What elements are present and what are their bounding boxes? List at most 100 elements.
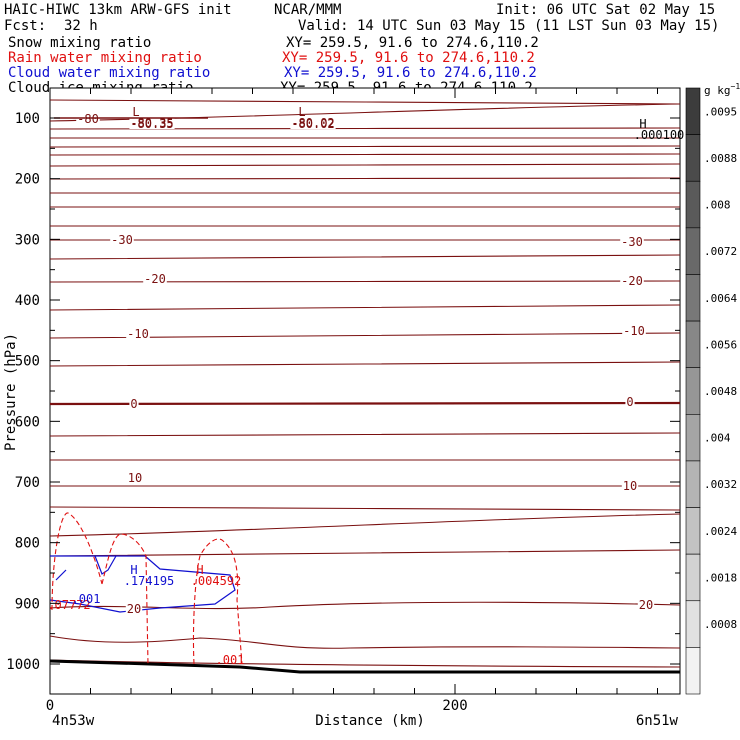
extremum-value: .07772 bbox=[47, 598, 90, 612]
colorbar-label: .0032 bbox=[704, 478, 737, 491]
colorbar-label: .0088 bbox=[704, 152, 737, 165]
extremum-value: .001 bbox=[216, 653, 245, 667]
y-tick-label: 900 bbox=[15, 596, 40, 612]
temperature-contour-label: -80.02 bbox=[291, 116, 334, 130]
contour-label-bg bbox=[125, 604, 143, 615]
extremum-value: .174195 bbox=[124, 574, 175, 588]
y-tick-label: 600 bbox=[15, 414, 40, 430]
colorbar-label: .0072 bbox=[704, 245, 737, 258]
extremum-marker: H bbox=[639, 117, 646, 131]
temperature-contour-label: 20 bbox=[127, 602, 141, 616]
isotherm-line bbox=[49, 506, 681, 511]
fcst-label: Fcst: bbox=[4, 18, 46, 34]
y-tick-label: 200 bbox=[15, 172, 40, 188]
colorbar-label: .0095 bbox=[704, 105, 737, 118]
isotherm-line bbox=[49, 361, 681, 367]
temperature-contour-label: 10 bbox=[128, 471, 142, 485]
temperature-contour-label: -30 bbox=[621, 235, 643, 249]
feature-layer: -80 -80.35 -80.02 -30 -30 -20 -20 -10 -10 0 0 10 10 2… bbox=[47, 105, 684, 667]
colorbar-bin bbox=[685, 87, 701, 135]
extremum-value: -80.02 bbox=[291, 117, 334, 131]
fcst-value: 32 h bbox=[64, 18, 98, 34]
x-tick-label: 0 bbox=[46, 698, 54, 714]
extremum-value: .000100 bbox=[634, 128, 685, 142]
cloud-water-contour bbox=[55, 569, 67, 581]
contour-label-bg bbox=[76, 114, 100, 125]
isotherm-line bbox=[49, 153, 681, 156]
field-cloudwater-xy: XY= 259.5, 91.6 to 274.6,110.2 bbox=[284, 65, 537, 81]
field-snow-name: Snow mixing ratio bbox=[8, 35, 151, 51]
y-tick-label: 1000 bbox=[6, 657, 40, 673]
contour-label-bg bbox=[290, 118, 336, 129]
field-rain-xy: XY= 259.5, 91.6 to 274.6,110.2 bbox=[282, 50, 535, 66]
colorbar-bin bbox=[685, 460, 701, 508]
y-tick-label: 700 bbox=[15, 475, 40, 491]
cloud-water-contour bbox=[49, 555, 236, 613]
rain-water-contour bbox=[101, 533, 149, 665]
contour-label-bg bbox=[126, 329, 150, 340]
colorbar-bin bbox=[685, 180, 701, 229]
colorbar-label: .0018 bbox=[704, 571, 737, 584]
isotherm-line bbox=[49, 432, 681, 437]
temperature-contour-label: -80.35 bbox=[130, 116, 173, 130]
y-tick-label: 100 bbox=[15, 111, 40, 127]
contour-label-bg bbox=[620, 276, 644, 287]
isotherm-line bbox=[49, 635, 681, 649]
isotherm-line bbox=[49, 401, 681, 406]
colorbar-label: .0024 bbox=[704, 525, 737, 538]
extremum-marker: L bbox=[298, 105, 305, 119]
colorbar-bin bbox=[685, 414, 701, 462]
contour-label-bg bbox=[622, 326, 646, 337]
field-cloudwater-name: Cloud water mixing ratio bbox=[8, 65, 210, 81]
contour-label-bg bbox=[637, 600, 655, 611]
colorbar-label: .008 bbox=[704, 199, 731, 212]
isotherm-line bbox=[49, 304, 681, 311]
isotherm-line bbox=[49, 280, 681, 283]
colorbar-bin bbox=[685, 553, 701, 602]
colorbar-unit: g kg−1 bbox=[704, 82, 740, 97]
colorbar-bin bbox=[685, 507, 701, 555]
y-tick-label: 800 bbox=[15, 536, 40, 552]
isotherm-line bbox=[49, 549, 681, 557]
extremum-value: -80.35 bbox=[130, 117, 173, 131]
contour-label-bg bbox=[129, 118, 175, 129]
terrain-line bbox=[49, 659, 680, 674]
isotherm-line bbox=[49, 163, 681, 167]
temperature-contour-label: 10 bbox=[623, 479, 637, 493]
extremum-value: .001 bbox=[72, 592, 101, 606]
colorbar-label: .0048 bbox=[704, 385, 737, 398]
contour-label-bg bbox=[143, 274, 167, 285]
temperature-contour-label: -30 bbox=[111, 233, 133, 247]
y-tick-label: 300 bbox=[15, 232, 40, 248]
rain-water-contour bbox=[51, 512, 103, 611]
contour-label-bg bbox=[625, 397, 635, 408]
colorbar-label: .0056 bbox=[704, 338, 737, 351]
temperature-contour-label: -20 bbox=[144, 272, 166, 286]
y-axis-title: Pressure (hPa) bbox=[3, 333, 19, 451]
right-endpoint-label: 6n51w bbox=[636, 713, 679, 729]
temperature-contour-label: -10 bbox=[127, 327, 149, 341]
rain-water-contour bbox=[192, 538, 243, 665]
isotherm-line bbox=[49, 177, 681, 180]
colorbar: .0095 .0088 .008 .0072 .0064 .0056 .0048 .004 .0… bbox=[685, 87, 737, 695]
contour-label-bg bbox=[126, 473, 144, 484]
temperature-contour-label: 0 bbox=[626, 395, 633, 409]
y-tick-label: 400 bbox=[15, 293, 40, 309]
x-axis-title: Distance (km) bbox=[315, 713, 425, 729]
temperature-contour-label: 0 bbox=[130, 397, 137, 411]
plot-frame bbox=[49, 87, 681, 695]
colorbar-bin bbox=[685, 134, 701, 182]
colorbar-bin bbox=[685, 600, 701, 648]
colorbar-label: .004 bbox=[704, 432, 731, 445]
extremum-value: .004592 bbox=[191, 574, 242, 588]
temperature-contour-label: -10 bbox=[623, 324, 645, 338]
contour-label-bg bbox=[110, 235, 134, 246]
contour-label-bg bbox=[620, 237, 644, 248]
extremum-marker: H bbox=[130, 563, 137, 577]
left-endpoint-label: 4n53w bbox=[52, 713, 95, 729]
colorbar-bin bbox=[685, 647, 701, 695]
x-tick-label: 200 bbox=[442, 698, 467, 714]
colorbar-bin bbox=[685, 320, 701, 368]
field-rain-name: Rain water mixing ratio bbox=[8, 50, 202, 66]
